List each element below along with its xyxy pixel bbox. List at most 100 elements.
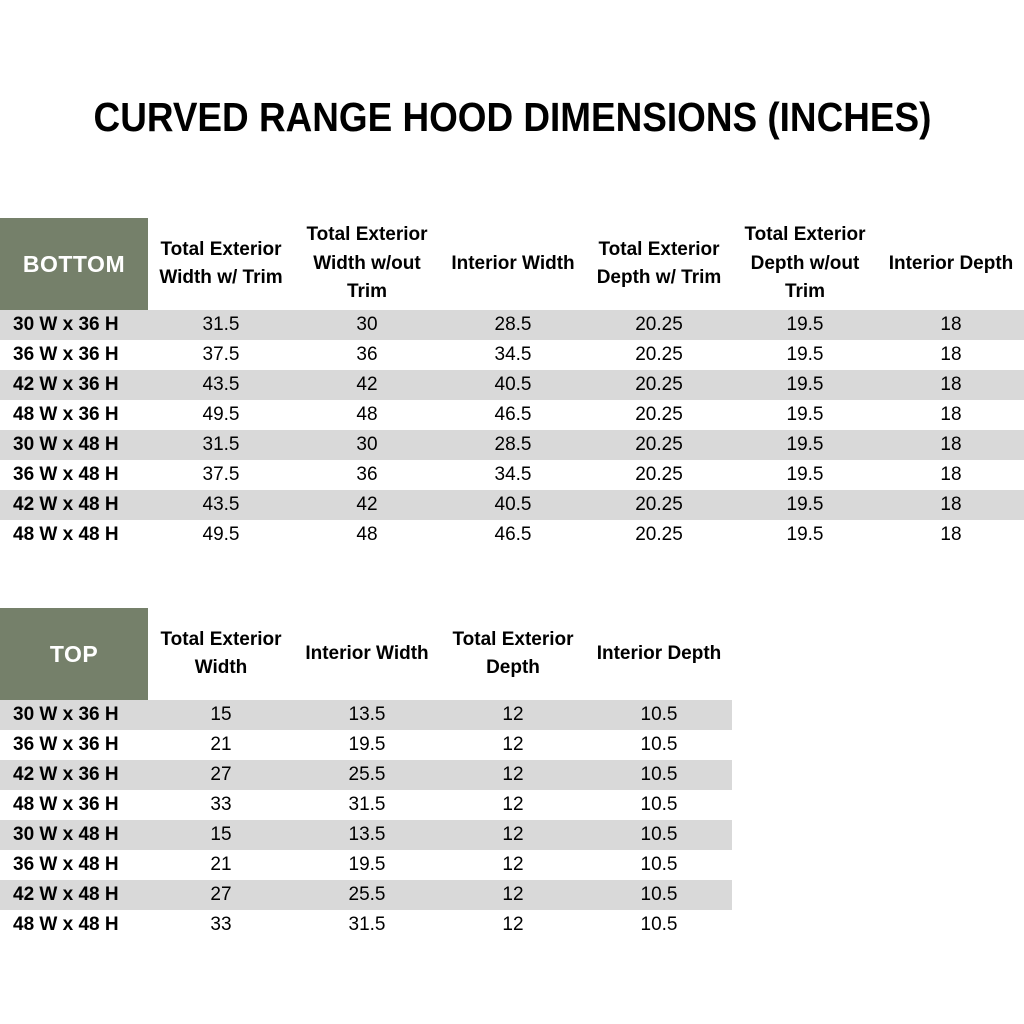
bottom_table-cell-r3-c2: 46.5: [440, 400, 586, 430]
top_table-cell-r3-c2: 12: [440, 790, 586, 820]
bottom_table-row-label-6: 42 W x 48 H: [0, 490, 148, 520]
top_table-cell-r0-c2: 12: [440, 700, 586, 730]
top_table-cell-r1-c0: 21: [148, 730, 294, 760]
bottom_table-cell-r6-c1: 42: [294, 490, 440, 520]
top_table-cell-r2-c3: 10.5: [586, 760, 732, 790]
bottom_table-column-header-5: Interior Depth: [878, 218, 1024, 310]
top_table-cell-r5-c0: 21: [148, 850, 294, 880]
top_table-cell-r6-c1: 25.5: [294, 880, 440, 910]
top_table-row-label-7: 48 W x 48 H: [0, 910, 148, 940]
bottom_table-cell-r4-c2: 28.5: [440, 430, 586, 460]
top_table-cell-r3-c0: 33: [148, 790, 294, 820]
top_table-row-label-0: 30 W x 36 H: [0, 700, 148, 730]
top_table-column-header-1: Interior Width: [294, 608, 440, 700]
bottom_table-cell-r5-c4: 19.5: [732, 460, 878, 490]
top_table-cell-r6-c0: 27: [148, 880, 294, 910]
top_table-cell-r3-c3: 10.5: [586, 790, 732, 820]
top_table-cell-r3-c1: 31.5: [294, 790, 440, 820]
top_table-cell-r0-c0: 15: [148, 700, 294, 730]
bottom_table-cell-r7-c2: 46.5: [440, 520, 586, 550]
bottom_table-row-label-4: 30 W x 48 H: [0, 430, 148, 460]
top_table-cell-r0-c1: 13.5: [294, 700, 440, 730]
top_table-column-header-2: Total Exterior Depth: [440, 608, 586, 700]
top_table-row-label-1: 36 W x 36 H: [0, 730, 148, 760]
bottom_table-cell-r2-c3: 20.25: [586, 370, 732, 400]
bottom_table-cell-r6-c3: 20.25: [586, 490, 732, 520]
bottom_table-cell-r4-c1: 30: [294, 430, 440, 460]
top_table-cell-r5-c1: 19.5: [294, 850, 440, 880]
bottom_table-column-header-4: Total Exterior Depth w/out Trim: [732, 218, 878, 310]
top_table-column-header-0: Total Exterior Width: [148, 608, 294, 700]
top_table-cell-r5-c3: 10.5: [586, 850, 732, 880]
top_table-column-header-3: Interior Depth: [586, 608, 732, 700]
bottom_table-cell-r4-c5: 18: [878, 430, 1024, 460]
bottom_table-cell-r7-c0: 49.5: [148, 520, 294, 550]
bottom_table-cell-r5-c2: 34.5: [440, 460, 586, 490]
bottom_table-cell-r7-c3: 20.25: [586, 520, 732, 550]
top_table-corner-label: TOP: [0, 608, 148, 700]
bottom_table-cell-r1-c5: 18: [878, 340, 1024, 370]
bottom_table-cell-r7-c1: 48: [294, 520, 440, 550]
top_table-cell-r2-c0: 27: [148, 760, 294, 790]
top_table-cell-r7-c1: 31.5: [294, 910, 440, 940]
bottom_table-cell-r6-c0: 43.5: [148, 490, 294, 520]
top_table-row-label-5: 36 W x 48 H: [0, 850, 148, 880]
top_table-cell-r4-c2: 12: [440, 820, 586, 850]
bottom_table-cell-r7-c4: 19.5: [732, 520, 878, 550]
bottom_table-row-label-0: 30 W x 36 H: [0, 310, 148, 340]
bottom_table-cell-r5-c0: 37.5: [148, 460, 294, 490]
bottom_table-column-header-0: Total Exterior Width w/ Trim: [148, 218, 294, 310]
bottom_table-cell-r6-c5: 18: [878, 490, 1024, 520]
top_table-cell-r0-c3: 10.5: [586, 700, 732, 730]
top_table-cell-r4-c1: 13.5: [294, 820, 440, 850]
top_table-cell-r7-c2: 12: [440, 910, 586, 940]
top_table-cell-r7-c0: 33: [148, 910, 294, 940]
bottom_table-cell-r2-c2: 40.5: [440, 370, 586, 400]
bottom_table-cell-r5-c5: 18: [878, 460, 1024, 490]
top_table-cell-r1-c3: 10.5: [586, 730, 732, 760]
bottom_table-row-label-7: 48 W x 48 H: [0, 520, 148, 550]
bottom_table-column-header-1: Total Exterior Width w/out Trim: [294, 218, 440, 310]
bottom_table-cell-r2-c5: 18: [878, 370, 1024, 400]
bottom_table-cell-r5-c1: 36: [294, 460, 440, 490]
bottom_table-cell-r3-c1: 48: [294, 400, 440, 430]
bottom_table-cell-r6-c4: 19.5: [732, 490, 878, 520]
top-dimensions-table: TOP Total Exterior Width Interior Width Tot…: [0, 608, 732, 940]
bottom_table-cell-r0-c0: 31.5: [148, 310, 294, 340]
page-title-container: CURVED RANGE HOOD DIMENSIONS (INCHES): [0, 94, 1024, 141]
top_table-row-label-3: 48 W x 36 H: [0, 790, 148, 820]
top_table-cell-r1-c2: 12: [440, 730, 586, 760]
bottom_table-cell-r2-c4: 19.5: [732, 370, 878, 400]
top_table-cell-r4-c3: 10.5: [586, 820, 732, 850]
bottom_table-column-header-2: Interior Width: [440, 218, 586, 310]
top_table-row-label-6: 42 W x 48 H: [0, 880, 148, 910]
bottom_table-cell-r7-c5: 18: [878, 520, 1024, 550]
bottom_table-cell-r4-c0: 31.5: [148, 430, 294, 460]
top_table-cell-r2-c2: 12: [440, 760, 586, 790]
bottom-dimensions-table: BOTTOM Total Exterior Width w/ Trim Total …: [0, 218, 1024, 550]
top_table-cell-r6-c3: 10.5: [586, 880, 732, 910]
top_table-row-label-2: 42 W x 36 H: [0, 760, 148, 790]
top_table-cell-r5-c2: 12: [440, 850, 586, 880]
top_table-cell-r7-c3: 10.5: [586, 910, 732, 940]
bottom_table-cell-r4-c3: 20.25: [586, 430, 732, 460]
bottom_table-cell-r3-c3: 20.25: [586, 400, 732, 430]
bottom_table-row-label-2: 42 W x 36 H: [0, 370, 148, 400]
top_table-cell-r4-c0: 15: [148, 820, 294, 850]
bottom_table-cell-r3-c4: 19.5: [732, 400, 878, 430]
bottom_table-cell-r1-c4: 19.5: [732, 340, 878, 370]
bottom_table-cell-r0-c4: 19.5: [732, 310, 878, 340]
bottom_table-cell-r5-c3: 20.25: [586, 460, 732, 490]
bottom_table-row-label-1: 36 W x 36 H: [0, 340, 148, 370]
page-title: CURVED RANGE HOOD DIMENSIONS (INCHES): [93, 94, 931, 140]
bottom_table-column-header-3: Total Exterior Depth w/ Trim: [586, 218, 732, 310]
bottom_table-cell-r2-c1: 42: [294, 370, 440, 400]
bottom_table-row-label-5: 36 W x 48 H: [0, 460, 148, 490]
bottom_table-cell-r0-c2: 28.5: [440, 310, 586, 340]
bottom_table-cell-r1-c1: 36: [294, 340, 440, 370]
bottom_table-cell-r0-c3: 20.25: [586, 310, 732, 340]
bottom_table-cell-r1-c3: 20.25: [586, 340, 732, 370]
bottom_table-cell-r3-c5: 18: [878, 400, 1024, 430]
bottom_table-row-label-3: 48 W x 36 H: [0, 400, 148, 430]
bottom_table-cell-r1-c2: 34.5: [440, 340, 586, 370]
